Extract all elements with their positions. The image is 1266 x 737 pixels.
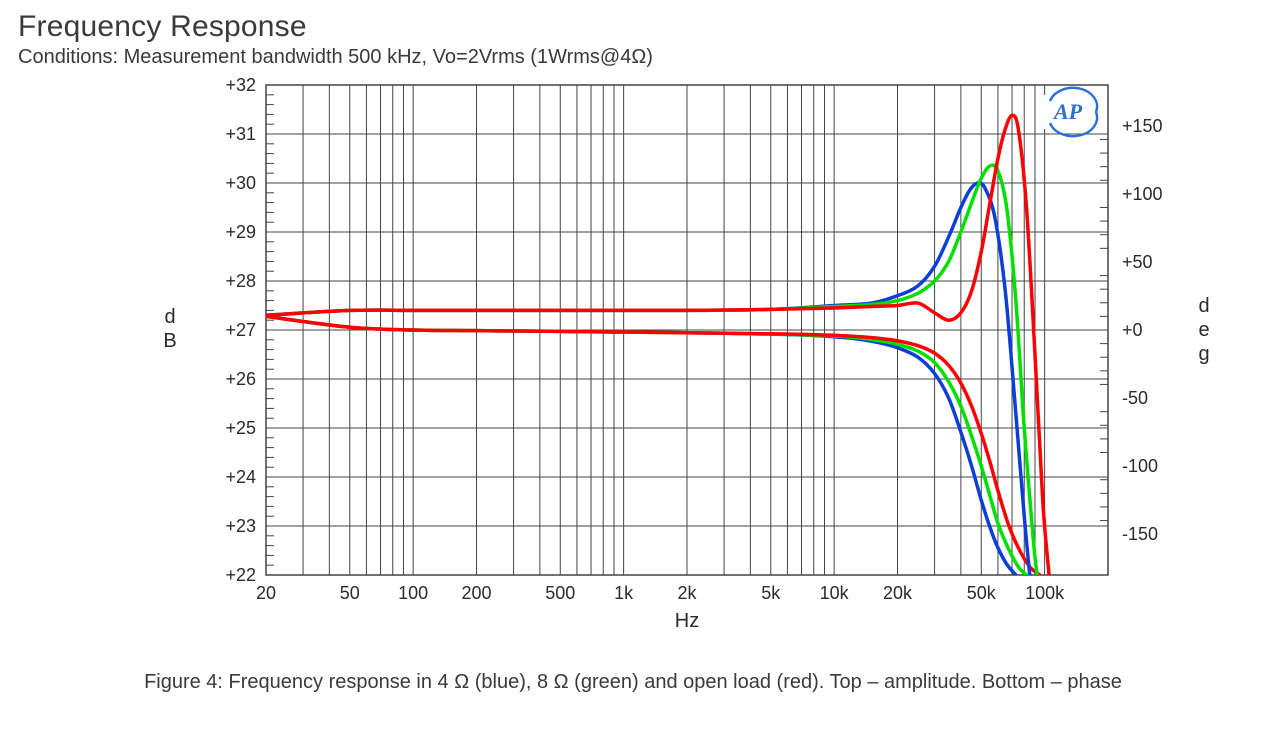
svg-text:+30: +30	[225, 173, 256, 193]
svg-text:2k: 2k	[677, 583, 697, 603]
svg-text:-150: -150	[1122, 524, 1158, 544]
svg-text:100k: 100k	[1025, 583, 1065, 603]
svg-text:20: 20	[256, 583, 276, 603]
svg-text:50: 50	[340, 583, 360, 603]
svg-text:B: B	[163, 330, 176, 352]
svg-text:+26: +26	[225, 369, 256, 389]
svg-text:AP: AP	[1052, 99, 1083, 124]
svg-text:500: 500	[545, 583, 575, 603]
svg-text:d: d	[1198, 295, 1209, 317]
svg-text:+28: +28	[225, 271, 256, 291]
svg-text:+29: +29	[225, 222, 256, 242]
svg-text:+150: +150	[1122, 116, 1163, 136]
svg-text:d: d	[164, 306, 175, 328]
svg-text:5k: 5k	[761, 583, 781, 603]
svg-text:Hz: Hz	[675, 610, 699, 632]
svg-text:50k: 50k	[967, 583, 997, 603]
svg-text:+31: +31	[225, 124, 256, 144]
svg-text:10k: 10k	[820, 583, 850, 603]
svg-text:+32: +32	[225, 75, 256, 95]
svg-text:g: g	[1198, 343, 1209, 365]
svg-text:1k: 1k	[614, 583, 634, 603]
figure-caption: Figure 4: Frequency response in 4 Ω (blu…	[18, 671, 1248, 694]
svg-text:+100: +100	[1122, 184, 1163, 204]
svg-text:+50: +50	[1122, 252, 1153, 272]
svg-text:20k: 20k	[883, 583, 913, 603]
conditions-subtitle: Conditions: Measurement bandwidth 500 kH…	[18, 46, 1248, 69]
svg-text:+27: +27	[225, 320, 256, 340]
svg-text:+0: +0	[1122, 320, 1143, 340]
svg-text:100: 100	[398, 583, 428, 603]
svg-text:+25: +25	[225, 418, 256, 438]
svg-text:-100: -100	[1122, 456, 1158, 476]
page-title: Frequency Response	[18, 10, 1248, 44]
frequency-response-chart: 20 50 100 200 500 1k 2k 5k 10k 20k 50k 100k Hz +22 +23…	[18, 75, 1248, 665]
ap-logo: AP	[1042, 88, 1102, 136]
svg-text:+22: +22	[225, 565, 256, 585]
svg-text:e: e	[1198, 319, 1209, 341]
svg-text:-50: -50	[1122, 388, 1148, 408]
svg-text:+24: +24	[225, 467, 256, 487]
svg-text:+23: +23	[225, 516, 256, 536]
svg-text:200: 200	[461, 583, 491, 603]
